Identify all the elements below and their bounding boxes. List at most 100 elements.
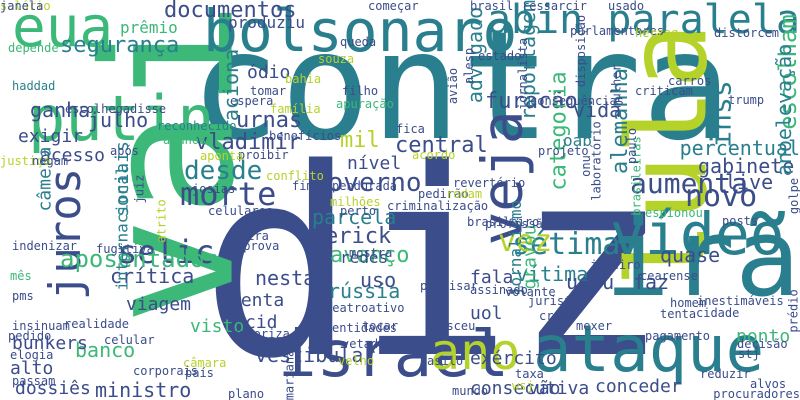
word-pais: país — [185, 366, 214, 380]
word-reverterio: revertério — [453, 176, 526, 190]
word-filho: filho — [342, 84, 379, 98]
word-odio: ódio — [247, 62, 291, 83]
word-celulares: celulares — [208, 204, 274, 218]
word-mostra: mostra — [349, 246, 393, 260]
word-ministro: ministro — [95, 378, 192, 400]
word-aviao: avião — [446, 67, 461, 105]
word-trump: trump — [728, 93, 765, 107]
word-estado: estado — [478, 49, 522, 63]
word-faz: faz — [633, 270, 670, 294]
word-anoelevacao: anoelevação — [772, 43, 797, 177]
word-banco: banco — [75, 338, 136, 362]
word-insinuam: insinuam — [12, 319, 70, 333]
word-consequencias: consequências — [530, 94, 624, 108]
word-disse: disse — [130, 102, 167, 116]
word-premio: prêmio — [120, 18, 178, 37]
word-escolhega: escolhega — [65, 102, 131, 116]
word-carros: carros — [668, 74, 712, 88]
word-vitima: vítima — [516, 262, 589, 286]
word-pedido: pedido — [8, 329, 52, 343]
word-abin-paralela: abin paralela — [486, 0, 800, 43]
word-milhoes: milhões — [330, 195, 381, 209]
word-conflito: conflito — [266, 169, 324, 183]
word-herzog: herzog — [635, 26, 679, 40]
word-janeiro: janeiro — [590, 258, 641, 272]
word-brasil: brasil — [470, 0, 514, 13]
word-camara: câmara — [183, 356, 227, 370]
word-lira: lira — [240, 229, 269, 243]
word-janela: janela — [0, 0, 44, 13]
word-vez: vez — [498, 224, 553, 259]
word-parlamentares: parlamentares — [570, 24, 664, 38]
word-uso: uso — [360, 268, 397, 292]
word-fugitiva: fugitiva — [96, 242, 154, 256]
word-nasceu: nasceu — [432, 319, 476, 333]
word-usado: usado — [608, 0, 645, 13]
word-acordo: acordo — [412, 148, 456, 162]
word-fica: fica — [396, 122, 425, 136]
word-wsj: wsj — [512, 379, 534, 393]
word-taxa: taxa — [515, 367, 544, 381]
word-corporais: corporais — [133, 364, 199, 378]
word-mexer: mexer — [576, 319, 613, 333]
word-familia: família — [270, 102, 321, 116]
word-entidades: entidades — [332, 321, 398, 335]
word-elogia: elogia — [10, 348, 54, 362]
word-cidade: cidade — [696, 306, 740, 320]
word-gravou: gravou — [519, 224, 541, 290]
word-erick: erick — [325, 224, 392, 249]
word-morte: morte — [180, 175, 277, 213]
word-pendurada: pendurada — [332, 179, 398, 193]
word-vetado: vetado — [342, 337, 386, 351]
word-aprova: aprova — [236, 239, 280, 253]
word-ganha: ganha — [30, 98, 91, 122]
word-consecutiva: consecutiva — [470, 378, 590, 399]
word-acesso: acesso — [40, 145, 106, 166]
word-ataque: ataque — [533, 313, 765, 387]
word-desde: desde — [184, 156, 263, 186]
word-golpe: golpe — [787, 177, 800, 215]
word-haddad: haddad — [12, 79, 56, 93]
word-diz: diz — [200, 114, 670, 400]
word-ressarcir: ressarcir — [522, 0, 588, 13]
word-furacao: furacão — [485, 89, 578, 114]
word-aumenta: aumenta — [630, 167, 749, 200]
word-indenizar: indenizar — [12, 239, 78, 253]
word-negam: negam — [32, 154, 69, 168]
word-brasileiro: brasileiro — [467, 215, 540, 229]
word-decisao: decisão — [737, 337, 788, 351]
word-plano: plano — [228, 387, 265, 400]
word-russia: rússia — [328, 279, 401, 303]
word-ira: irã — [604, 196, 800, 321]
word-avanco: avanço — [330, 243, 410, 268]
word-novo: novo — [685, 179, 758, 214]
word-israel: israel — [278, 318, 510, 392]
word-assinado: assinado — [470, 283, 528, 297]
word-alto: alto — [10, 358, 54, 379]
word-governo: governo — [312, 168, 422, 198]
word-lenta: lenta — [230, 290, 285, 311]
word-projeto: projeto — [538, 144, 589, 158]
word-mundo: mundo — [452, 384, 489, 398]
word-redes: redes — [340, 248, 389, 267]
word-criminalizacao: criminalização — [387, 199, 489, 213]
word-vida: vida — [573, 98, 622, 122]
word-aposentados: aposentados — [60, 245, 219, 273]
word-tomar: tomar — [250, 84, 287, 98]
word-comecar: começar — [368, 0, 419, 13]
word-proibir: proibir — [238, 148, 289, 162]
word-percentual: percentual — [679, 136, 800, 160]
word-asilo: asilo — [427, 354, 464, 368]
word-tocar: tocar — [362, 319, 399, 333]
word-procuradores: procuradores — [713, 387, 800, 400]
word-stj: stj — [738, 347, 760, 361]
word-homem: homem — [670, 296, 707, 310]
word-justica: justiça — [0, 154, 51, 168]
word-eua: eua — [12, 0, 114, 60]
word-fim: fim — [292, 179, 314, 193]
word-jornalista: jornalista — [516, 37, 531, 111]
word-apuracao: apuração — [336, 97, 394, 111]
word-oab: oab — [563, 131, 592, 150]
word-criticam: criticam — [635, 84, 693, 98]
